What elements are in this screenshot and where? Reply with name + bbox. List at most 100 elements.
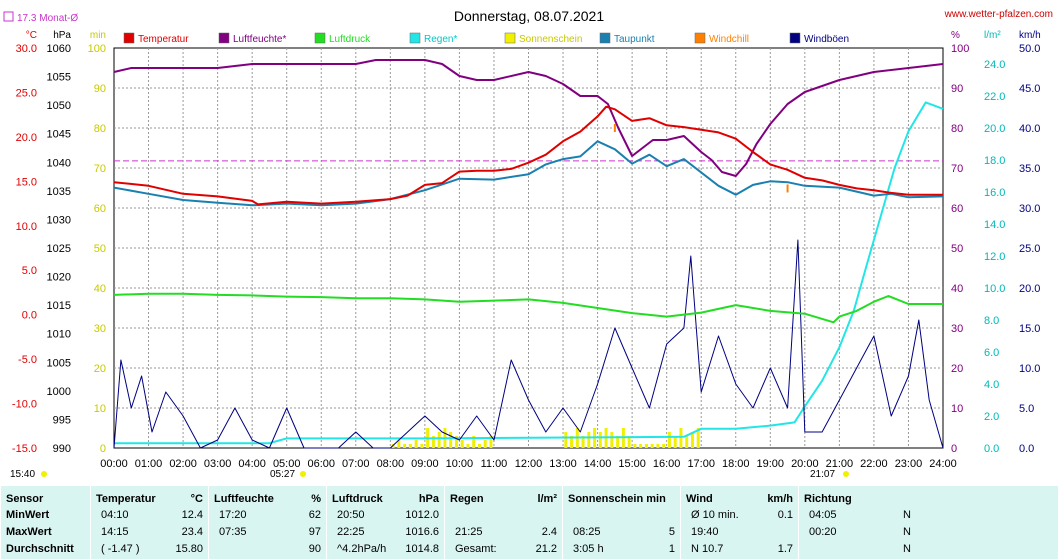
- legend-label: Luftdruck: [329, 34, 371, 45]
- y-tick-label-temp: 30.0: [16, 43, 37, 55]
- y-tick-label-wind: 20.0: [1019, 283, 1040, 295]
- stats-column: Sensor MinWert MaxWert Durchschnitt: [0, 486, 91, 559]
- axis-unit-wind: km/h: [1019, 30, 1041, 41]
- y-tick-label-rain: 0.0: [984, 443, 999, 455]
- sunset-time: 21:07: [810, 469, 835, 480]
- sunshine-bar: [408, 444, 412, 448]
- footer-sun-icon: [41, 471, 47, 477]
- x-tick-label: 10:00: [446, 458, 474, 470]
- x-tick-label: 17:00: [687, 458, 715, 470]
- y-tick-label-humidity: 0: [951, 443, 957, 455]
- legend-swatch: [409, 32, 421, 44]
- x-tick-label: 02:00: [169, 458, 197, 470]
- y-tick-label-humidity: 80: [951, 123, 963, 135]
- stats-time: 00:20: [809, 526, 837, 538]
- y-tick-label-pressure: 995: [53, 414, 71, 426]
- y-tick-label-rain: 10.0: [984, 283, 1005, 295]
- y-tick-label-sun: 30: [94, 323, 106, 335]
- y-tick-label-pressure: 1060: [47, 43, 71, 55]
- stats-time: 19:40: [691, 526, 719, 538]
- y-tick-label-wind: 0.0: [1019, 443, 1034, 455]
- y-tick-label-temp: 10.0: [16, 221, 37, 233]
- y-tick-label-humidity: 30: [951, 323, 963, 335]
- series-line-regen: [114, 101, 944, 445]
- stats-value: N: [903, 509, 911, 521]
- y-tick-label-pressure: 990: [53, 443, 71, 455]
- stats-row-label: MinWert: [6, 509, 50, 521]
- y-tick-label-pressure: 1015: [47, 300, 71, 312]
- stats-row-label: Durchschnitt: [6, 543, 74, 555]
- y-tick-label-humidity: 40: [951, 283, 963, 295]
- stats-header: Temperatur: [96, 493, 156, 505]
- stats-value: 5: [668, 526, 675, 538]
- stats-header: Luftdruck: [332, 493, 383, 505]
- stats-value: 1014.8: [405, 543, 439, 555]
- weather-chart: Donnerstag, 08.07.2021 www.wetter-pfalze…: [3, 8, 1053, 480]
- stats-value: 1016.6: [405, 526, 439, 538]
- sunshine-bar: [633, 444, 637, 448]
- sunshine-bar: [587, 432, 591, 448]
- sunshine-bar: [489, 436, 493, 448]
- y-tick-label-rain: 4.0: [984, 379, 999, 391]
- y-tick-label-humidity: 50: [951, 243, 963, 255]
- sunshine-bar: [483, 440, 487, 448]
- y-tick-label-sun: 90: [94, 83, 106, 95]
- series-line-luftdruck: [113, 292, 943, 324]
- chart-grid: [113, 47, 944, 449]
- y-tick-label-wind: 15.0: [1019, 323, 1040, 335]
- sunshine-bar: [639, 444, 643, 448]
- x-tick-label: 07:00: [342, 458, 370, 470]
- y-tick-label-wind: 40.0: [1019, 123, 1040, 135]
- stats-time: ^4.2hPa/h: [337, 543, 387, 555]
- sunshine-bar: [472, 436, 476, 448]
- stats-column: Sonnenschein min 08:25 3:05 h 5 1: [562, 486, 681, 559]
- x-tick-label: 11:00: [481, 458, 508, 470]
- legend-label: Luftfeuchte*: [233, 34, 286, 45]
- x-tick-label: 00:00: [100, 458, 128, 470]
- y-tick-label-temp: 20.0: [16, 132, 37, 144]
- legend-swatch: [599, 32, 611, 44]
- y-tick-label-wind: 30.0: [1019, 203, 1040, 215]
- stats-header: Regen: [450, 493, 484, 505]
- stats-header: Wind: [686, 493, 713, 505]
- stats-row-label: MaxWert: [6, 526, 52, 538]
- chart-legend: Temperatur Luftfeuchte* Luftdruck Regen* Son…: [123, 32, 849, 45]
- x-tick-label: 15:00: [618, 458, 646, 470]
- x-tick-label: 14:00: [584, 458, 612, 470]
- stats-value: 0.1: [777, 509, 793, 521]
- stats-unit: km/h: [767, 493, 793, 505]
- stats-unit: %: [311, 493, 321, 505]
- stats-time: 21:25: [455, 526, 483, 538]
- stats-header: Sensor: [6, 493, 44, 505]
- stats-value: 21.2: [535, 543, 557, 555]
- stats-time: 04:05: [809, 509, 837, 521]
- sunshine-bar: [644, 444, 648, 448]
- sunshine-bar: [610, 432, 614, 448]
- series-line-temperatur: [113, 105, 943, 206]
- y-tick-label-humidity: 70: [951, 163, 963, 175]
- x-tick-label: 05:00: [273, 458, 301, 470]
- site-link[interactable]: www.wetter-pfalzen.com: [944, 9, 1053, 20]
- stats-value: 23.4: [181, 526, 203, 538]
- y-tick-label-wind: 5.0: [1019, 403, 1034, 415]
- sunshine-bar: [581, 436, 585, 448]
- legend-swatch: [123, 32, 135, 44]
- sunrise-icon: [300, 471, 306, 477]
- y-tick-label-pressure: 1000: [47, 386, 71, 398]
- sunshine-bar: [403, 444, 407, 448]
- series-line-luftfeuchte: [113, 59, 944, 177]
- stats-value: N: [903, 526, 911, 538]
- y-tick-label-humidity: 100: [951, 43, 969, 55]
- chart-axes: 00:00 01:00 02:00 03:00 04:00 05:00 06:00 07:00…: [12, 30, 1041, 470]
- sunshine-bar: [437, 432, 441, 448]
- stats-time: 20:50: [337, 509, 365, 521]
- y-tick-label-temp: -15.0: [12, 443, 37, 455]
- y-tick-label-wind: 25.0: [1019, 243, 1040, 255]
- sunshine-bar: [685, 436, 689, 448]
- legend-label: Windböen: [804, 34, 849, 45]
- footer-time-left: 15:40: [10, 469, 35, 480]
- sunshine-bar: [690, 432, 694, 448]
- stats-column: Regen l/m² 21:25 Gesamt: 2.4 21.2: [444, 486, 563, 559]
- y-tick-label-sun: 0: [100, 443, 106, 455]
- stats-time: 08:25: [573, 526, 601, 538]
